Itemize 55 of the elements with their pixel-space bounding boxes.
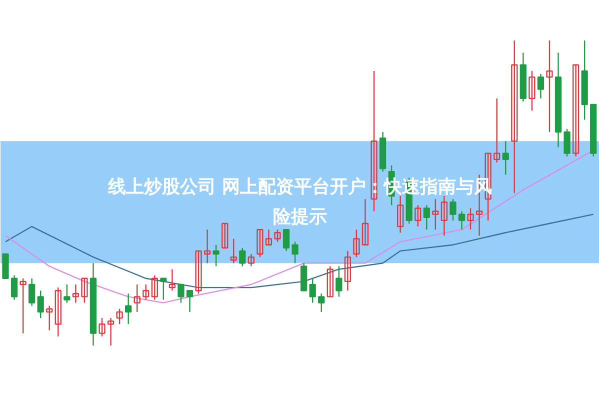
candlestick xyxy=(230,238,237,264)
candlestick xyxy=(450,198,456,222)
candlestick xyxy=(134,284,140,313)
candlestick xyxy=(282,228,290,252)
candlestick xyxy=(537,73,544,100)
candlestick xyxy=(336,266,342,298)
candlestick xyxy=(116,308,123,325)
candlestick xyxy=(458,210,466,230)
candlestick xyxy=(20,278,26,334)
candlestick xyxy=(248,253,254,267)
candlestick xyxy=(151,274,158,300)
candlestick xyxy=(414,204,422,228)
candlestick xyxy=(432,198,439,230)
candlestick xyxy=(81,278,88,304)
candlestick xyxy=(64,284,70,304)
candlestick xyxy=(494,98,500,164)
candlestick xyxy=(344,250,352,292)
candlestick xyxy=(397,195,404,234)
candlestick xyxy=(511,40,518,194)
candlestick xyxy=(564,128,570,157)
candlestick xyxy=(142,284,150,300)
candlestick xyxy=(168,268,176,292)
candlestick xyxy=(326,266,334,298)
candlestick xyxy=(265,228,272,246)
candlestick xyxy=(502,140,509,176)
candlestick xyxy=(309,278,316,304)
candlestick xyxy=(239,247,246,267)
candlestick xyxy=(46,305,53,331)
candlestick xyxy=(204,228,211,264)
candlestick xyxy=(353,228,360,258)
candlestick xyxy=(28,278,36,306)
candlestick xyxy=(98,317,106,337)
candlestick xyxy=(212,244,220,267)
candlestick xyxy=(362,198,369,246)
candlestick xyxy=(10,274,18,300)
candlestick xyxy=(318,293,325,313)
candlestick xyxy=(178,284,184,304)
candlestick xyxy=(546,40,553,133)
candlestick xyxy=(222,222,228,248)
candlestick xyxy=(467,208,474,230)
candlestick xyxy=(186,290,194,313)
candlestick xyxy=(160,278,167,300)
candlestick xyxy=(37,290,44,319)
candlestick xyxy=(274,228,281,242)
candlestick xyxy=(440,195,448,236)
candlestick xyxy=(107,317,114,346)
candlestick xyxy=(528,70,536,112)
candlestick xyxy=(125,293,132,325)
candlestick xyxy=(72,284,80,304)
candlestick xyxy=(54,286,62,337)
candlestick xyxy=(572,64,580,157)
candlestick xyxy=(195,250,202,294)
candlestick xyxy=(292,241,298,264)
candlestick xyxy=(423,204,430,230)
candlestick xyxy=(256,228,264,258)
